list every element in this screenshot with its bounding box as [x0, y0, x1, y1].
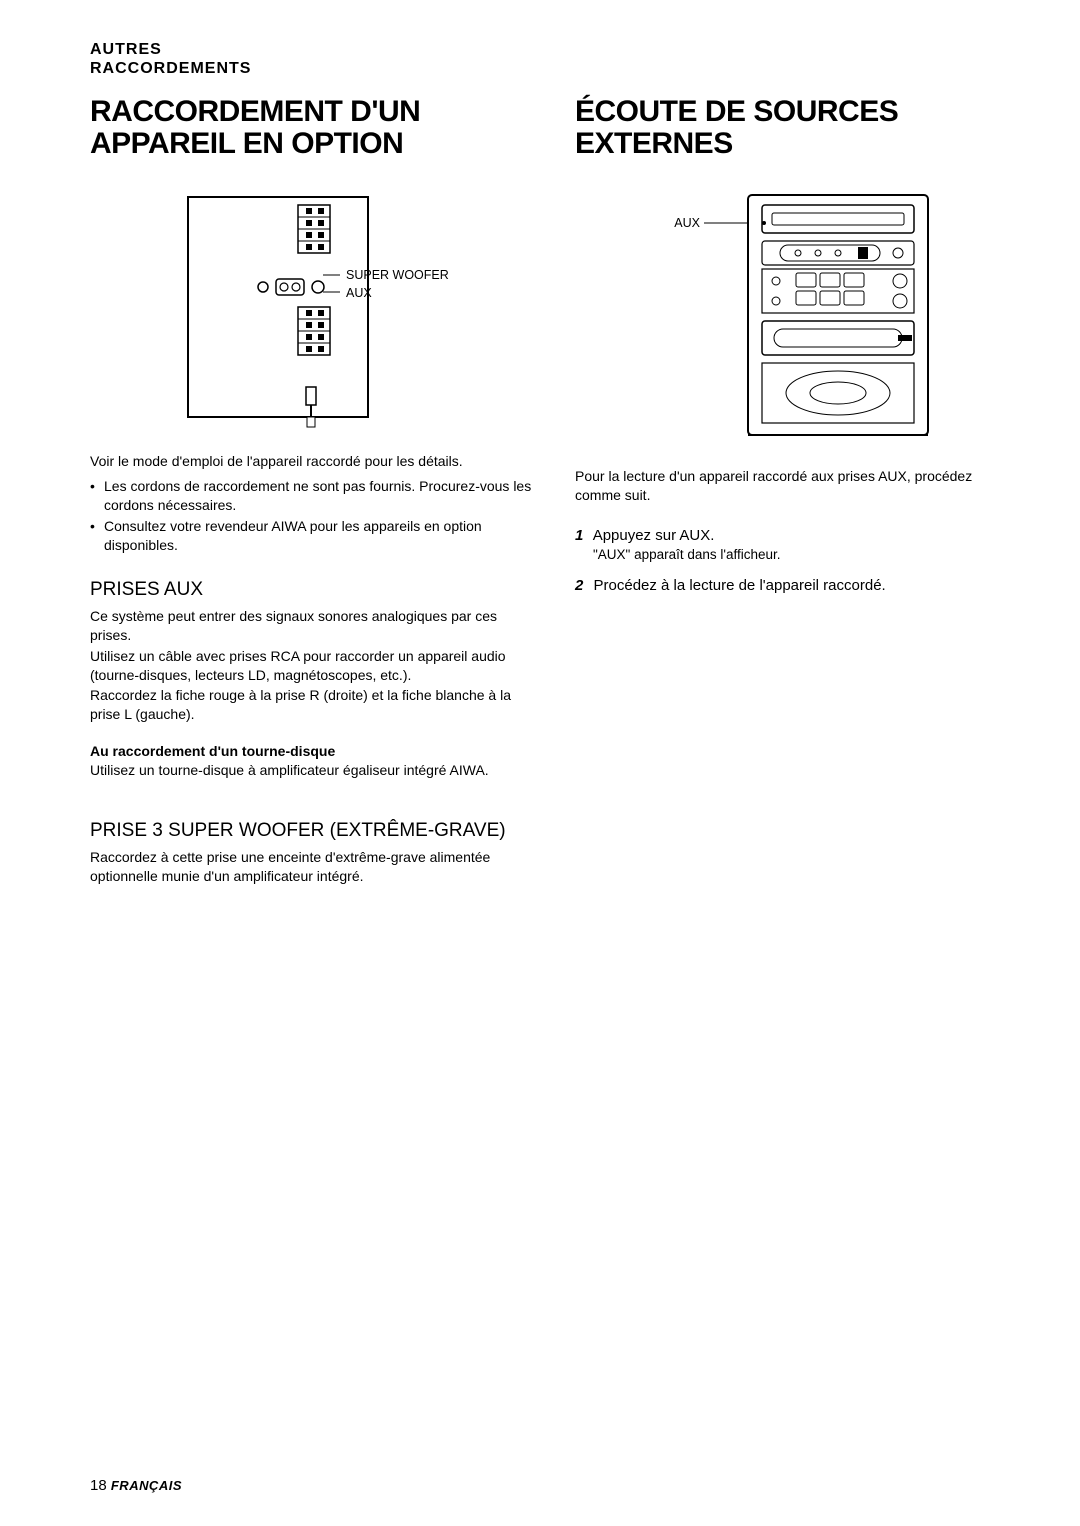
- step-item: 1 Appuyez sur AUX. "AUX" apparaît dans l…: [575, 525, 1020, 565]
- back-panel-diagram-svg: SUPER WOOFER AUX: [158, 187, 468, 432]
- bullet-mark: •: [90, 477, 104, 515]
- right-diagram: AUX: [575, 187, 1020, 447]
- turntable-body: Utilisez un tourne-disque à amplificateu…: [90, 761, 535, 780]
- bullet-item: • Consultez votre revendeur AIWA pour le…: [90, 517, 535, 555]
- step-text: Appuyez sur AUX.: [593, 527, 715, 544]
- steps: 1 Appuyez sur AUX. "AUX" apparaît dans l…: [575, 525, 1020, 596]
- bullet-text: Les cordons de raccordement ne sont pas …: [104, 477, 535, 515]
- section-header-line2: RACCORDEMENTS: [90, 59, 1020, 78]
- right-column: ÉCOUTE DE SOURCES EXTERNES AUX: [575, 96, 1020, 885]
- aux-p2: Utilisez un câble avec prises RCA pour r…: [90, 647, 535, 685]
- step-number: 1: [575, 527, 583, 544]
- front-unit-diagram-svg: AUX: [638, 187, 958, 447]
- turntable-head: Au raccordement d'un tourne-disque: [90, 742, 535, 761]
- woofer-body: Raccordez à cette prise une enceinte d'e…: [90, 848, 535, 886]
- bullet-text: Consultez votre revendeur AIWA pour les …: [104, 517, 535, 555]
- diagram-label-aux2: AUX: [674, 216, 700, 230]
- step-subtext: "AUX" apparaît dans l'afficheur.: [593, 546, 1020, 565]
- section-header: AUTRES RACCORDEMENTS: [90, 40, 1020, 78]
- footer-language: FRANÇAIS: [111, 1478, 182, 1493]
- aux-body: Ce système peut entrer des signaux sonor…: [90, 607, 535, 724]
- page-footer: 18 FRANÇAIS: [90, 1477, 182, 1494]
- columns-container: RACCORDEMENT D'UN APPAREIL EN OPTION: [90, 96, 1020, 885]
- aux-p3: Raccordez la fiche rouge à la prise R (d…: [90, 686, 535, 724]
- step-text: Procédez à la lecture de l'appareil racc…: [594, 577, 886, 594]
- bullet-item: • Les cordons de raccordement ne sont pa…: [90, 477, 535, 515]
- page-number: 18: [90, 1477, 107, 1494]
- step-number: 2: [575, 577, 583, 594]
- left-intro: Voir le mode d'emploi de l'appareil racc…: [90, 452, 535, 471]
- left-title: RACCORDEMENT D'UN APPAREIL EN OPTION: [90, 96, 535, 159]
- right-title: ÉCOUTE DE SOURCES EXTERNES: [575, 96, 1020, 159]
- left-column: RACCORDEMENT D'UN APPAREIL EN OPTION: [90, 96, 535, 885]
- step-item: 2 Procédez à la lecture de l'appareil ra…: [575, 575, 1020, 596]
- section-header-line1: AUTRES: [90, 40, 1020, 59]
- diagram-label-aux: AUX: [346, 286, 372, 300]
- right-intro: Pour la lecture d'un appareil raccordé a…: [575, 467, 1020, 505]
- turntable-block: Au raccordement d'un tourne-disque Utili…: [90, 742, 535, 780]
- aux-p1: Ce système peut entrer des signaux sonor…: [90, 607, 535, 645]
- left-diagram: SUPER WOOFER AUX: [90, 187, 535, 432]
- aux-heading: PRISES AUX: [90, 579, 535, 601]
- diagram-label-superwoofer: SUPER WOOFER: [346, 268, 449, 282]
- left-bullets: • Les cordons de raccordement ne sont pa…: [90, 477, 535, 555]
- woofer-heading: PRISE 3 SUPER WOOFER (EXTRÊME-GRAVE): [90, 820, 535, 842]
- bullet-mark: •: [90, 517, 104, 555]
